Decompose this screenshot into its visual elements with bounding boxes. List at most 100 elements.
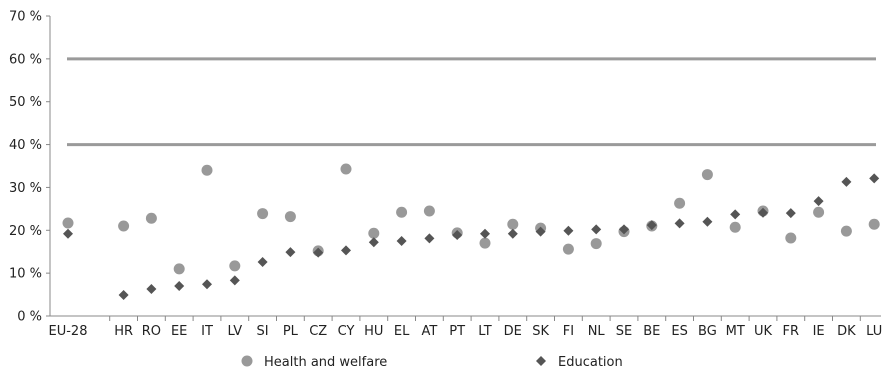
category-label: EE <box>171 324 187 339</box>
category-label: NL <box>588 324 606 339</box>
category-label: LV <box>227 324 242 339</box>
health-welfare-point <box>396 206 408 218</box>
health-welfare-point <box>507 218 519 230</box>
education-point <box>563 225 574 236</box>
education-point <box>535 226 546 237</box>
education-point <box>758 207 768 218</box>
health-welfare-point <box>62 217 74 229</box>
education-point <box>341 245 351 256</box>
education-point <box>869 173 880 184</box>
category-label: MT <box>726 324 745 339</box>
y-tick-label: 0 % <box>17 310 42 325</box>
education-point <box>619 224 629 235</box>
education-point <box>452 230 463 240</box>
education-point <box>63 228 73 239</box>
education-point <box>313 247 324 258</box>
education-point <box>285 247 296 258</box>
education-point <box>396 236 407 246</box>
education-point <box>202 279 212 290</box>
education-point <box>813 196 824 207</box>
category-label: FR <box>783 324 800 339</box>
category-label: UK <box>754 324 773 339</box>
chart-axes <box>46 15 881 321</box>
y-tick-label: 60 % <box>9 52 42 67</box>
health-welfare-point <box>173 263 185 275</box>
education-point <box>146 284 157 294</box>
y-tick-label: 10 % <box>9 267 42 282</box>
category-label: SK <box>532 324 549 339</box>
category-label: SI <box>257 324 269 339</box>
x-category-labels: EU-28 HR RO EE IT LV SI PL CZ CY HU EL AT PT LT DE SK FI N… <box>49 324 883 339</box>
category-label: LU <box>866 324 882 339</box>
y-tick-label: 70 % <box>9 10 42 25</box>
health-welfare-point <box>701 169 713 181</box>
health-welfare-point <box>674 197 686 209</box>
category-label: DK <box>837 324 856 339</box>
chart-legend: Health and welfare Education <box>241 355 623 370</box>
category-label: EU-28 <box>49 324 88 339</box>
category-label: SE <box>616 324 632 339</box>
health-welfare-point <box>284 211 296 223</box>
health-welfare-point <box>813 206 825 218</box>
health-welfare-point <box>368 227 380 239</box>
health-welfare-point <box>145 212 157 224</box>
education-point <box>174 281 185 291</box>
health-welfare-point <box>201 164 213 176</box>
category-label: CZ <box>309 324 327 339</box>
category-label: IE <box>813 324 825 339</box>
y-tick-label: 20 % <box>9 224 42 239</box>
category-label: PT <box>449 324 465 339</box>
health-welfare-point <box>257 208 269 220</box>
health-welfare-point <box>562 243 574 255</box>
legend-health-marker <box>241 355 253 367</box>
education-point <box>507 228 518 239</box>
health-welfare-point <box>840 225 852 237</box>
education-point <box>591 224 602 235</box>
health-welfare-point <box>590 238 602 250</box>
category-label: RO <box>142 324 161 339</box>
health-welfare-point <box>479 237 491 249</box>
category-label: EL <box>394 324 410 339</box>
health-welfare-point <box>229 260 241 272</box>
data-marks <box>62 163 880 300</box>
y-tick-label: 30 % <box>9 181 42 196</box>
category-label: FI <box>563 324 574 339</box>
education-point <box>646 220 657 231</box>
education-point <box>368 237 379 248</box>
reference-lines <box>67 57 876 147</box>
health-welfare-point <box>729 221 741 233</box>
category-label: PL <box>283 324 299 339</box>
y-tick-label: 40 % <box>9 138 42 153</box>
education-point <box>229 275 240 286</box>
health-welfare-point <box>340 163 352 175</box>
education-point <box>702 216 713 227</box>
legend-education-marker <box>536 356 546 366</box>
category-label: BG <box>698 324 717 339</box>
education-point <box>730 209 741 220</box>
legend-education-label: Education <box>558 355 623 370</box>
legend-health-label: Health and welfare <box>264 355 387 370</box>
education-point <box>424 233 435 244</box>
education-point <box>785 208 796 219</box>
health-welfare-point <box>868 218 880 230</box>
education-point <box>257 257 268 267</box>
y-tick-label: 50 % <box>9 95 42 110</box>
category-label: LT <box>478 324 491 339</box>
category-label: ES <box>671 324 687 339</box>
education-point <box>841 176 852 187</box>
category-label: HU <box>364 324 383 339</box>
category-label: DE <box>504 324 522 339</box>
health-welfare-point <box>423 205 435 217</box>
education-point <box>674 218 685 229</box>
category-label: HR <box>114 324 133 339</box>
education-point <box>118 290 129 300</box>
category-label: BE <box>643 324 660 339</box>
category-label: CY <box>338 324 355 339</box>
education-point <box>480 228 490 239</box>
category-label: IT <box>201 324 213 339</box>
health-welfare-point <box>118 220 130 232</box>
category-label: AT <box>421 324 437 339</box>
y-tick-labels: 0 % 10 % 20 % 30 % 40 % 50 % 60 % 70 % <box>9 10 42 325</box>
health-welfare-point <box>785 232 797 244</box>
